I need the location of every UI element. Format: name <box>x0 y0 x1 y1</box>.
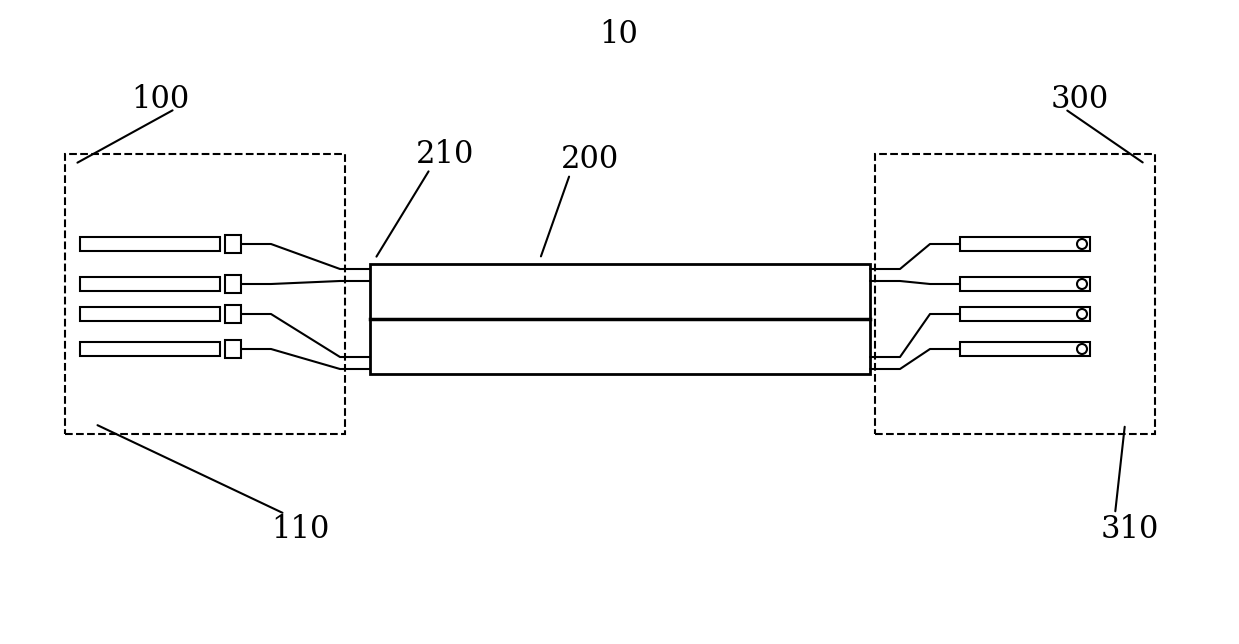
Text: 110: 110 <box>271 513 330 544</box>
Text: 300: 300 <box>1051 84 1109 115</box>
Text: 100: 100 <box>131 84 190 115</box>
Bar <box>225 275 242 293</box>
Bar <box>81 237 221 251</box>
Bar <box>960 277 1090 291</box>
Text: 10: 10 <box>600 19 638 50</box>
Bar <box>81 342 221 356</box>
Text: 310: 310 <box>1100 513 1160 544</box>
Bar <box>81 307 221 321</box>
Bar <box>225 305 242 323</box>
Bar <box>370 264 870 374</box>
Bar <box>225 340 242 358</box>
Bar <box>960 237 1090 251</box>
Bar <box>81 277 221 291</box>
Text: 210: 210 <box>416 138 475 169</box>
Text: 200: 200 <box>561 144 620 175</box>
Bar <box>960 307 1090 321</box>
Bar <box>960 342 1090 356</box>
Bar <box>225 235 242 253</box>
